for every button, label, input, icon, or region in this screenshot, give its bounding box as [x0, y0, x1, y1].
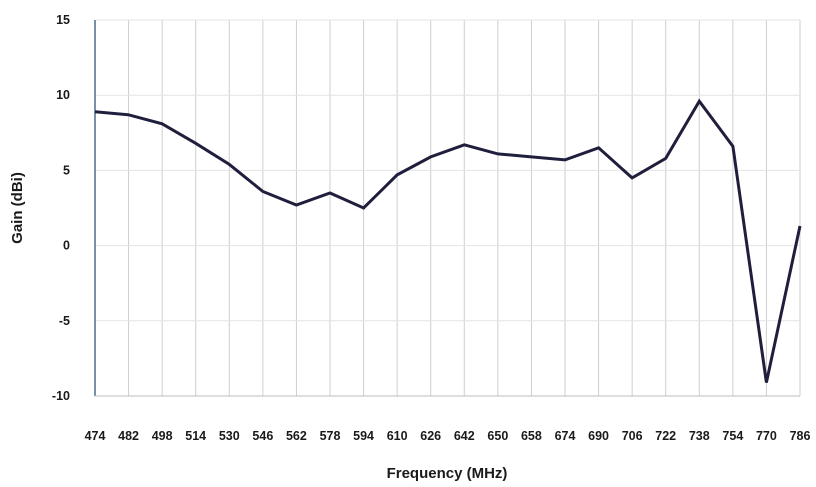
x-tick-label: 626 — [420, 429, 441, 443]
x-tick-label: 674 — [555, 429, 576, 443]
x-tick-label: 650 — [487, 429, 508, 443]
x-tick-label: 530 — [219, 429, 240, 443]
series-line — [94, 98, 802, 383]
y-tick-label: -5 — [59, 314, 70, 328]
y-tick-labels: 15 10 5 0 -5 -10 — [52, 13, 70, 403]
x-tick-label: 658 — [521, 429, 542, 443]
horizontal-gridlines — [95, 19, 800, 397]
y-tick-label: 5 — [63, 163, 70, 177]
x-tick-label: 498 — [152, 429, 173, 443]
y-tick-label: 10 — [56, 88, 70, 102]
x-tick-label: 770 — [756, 429, 777, 443]
x-tick-label: 514 — [185, 429, 206, 443]
x-tick-label: 482 — [118, 429, 139, 443]
y-tick-label: 0 — [63, 239, 70, 253]
x-tick-label: 610 — [387, 429, 408, 443]
x-tick-labels: 474 482 498 514 530 546 562 578 594 610 626 642 650 6… — [85, 429, 811, 443]
x-tick-label: 594 — [353, 429, 374, 443]
y-axis-title: Gain (dBi) — [9, 172, 26, 244]
y-tick-label: -10 — [52, 389, 70, 403]
x-tick-label: 786 — [790, 429, 811, 443]
x-tick-label: 738 — [689, 429, 710, 443]
vertical-gridlines — [128, 20, 801, 396]
y-tick-label: 15 — [56, 13, 70, 27]
x-tick-label: 578 — [320, 429, 341, 443]
x-tick-label: 642 — [454, 429, 475, 443]
x-tick-label: 722 — [655, 429, 676, 443]
x-tick-label: 562 — [286, 429, 307, 443]
x-tick-label: 546 — [252, 429, 273, 443]
x-tick-label: 474 — [85, 429, 106, 443]
x-tick-label: 754 — [722, 429, 743, 443]
x-tick-label: 690 — [588, 429, 609, 443]
x-tick-label: 706 — [622, 429, 643, 443]
x-axis-title: Frequency (MHz) — [387, 465, 508, 482]
